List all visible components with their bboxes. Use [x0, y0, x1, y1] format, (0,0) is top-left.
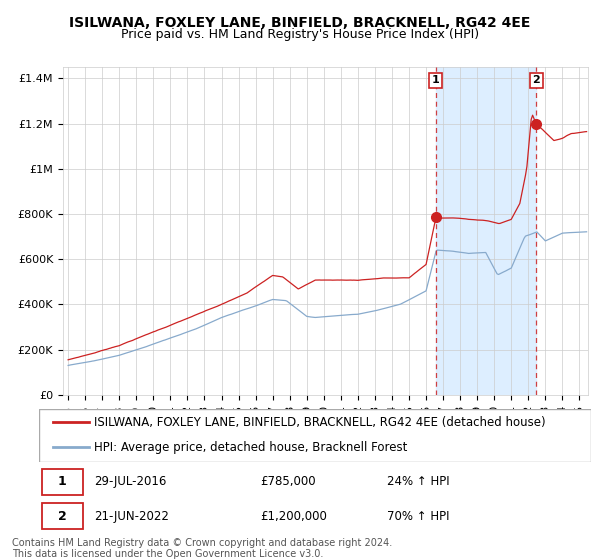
Text: ISILWANA, FOXLEY LANE, BINFIELD, BRACKNELL, RG42 4EE: ISILWANA, FOXLEY LANE, BINFIELD, BRACKNE…: [70, 16, 530, 30]
Bar: [436, 67, 536, 395]
FancyBboxPatch shape: [42, 503, 83, 529]
Text: Price paid vs. HM Land Registry's House Price Index (HPI): Price paid vs. HM Land Registry's House …: [121, 28, 479, 41]
Text: 70% ↑ HPI: 70% ↑ HPI: [387, 510, 449, 522]
FancyBboxPatch shape: [42, 469, 83, 495]
Text: £1,200,000: £1,200,000: [260, 510, 326, 522]
Text: Contains HM Land Registry data © Crown copyright and database right 2024.
This d: Contains HM Land Registry data © Crown c…: [12, 538, 392, 559]
Text: 24% ↑ HPI: 24% ↑ HPI: [387, 475, 449, 488]
Text: 1: 1: [58, 475, 67, 488]
Text: 21-JUN-2022: 21-JUN-2022: [94, 510, 169, 522]
Text: 1: 1: [432, 76, 440, 85]
FancyBboxPatch shape: [39, 409, 591, 462]
Text: 2: 2: [532, 76, 540, 85]
Text: 2: 2: [58, 510, 67, 522]
Text: ISILWANA, FOXLEY LANE, BINFIELD, BRACKNELL, RG42 4EE (detached house): ISILWANA, FOXLEY LANE, BINFIELD, BRACKNE…: [94, 416, 546, 428]
Text: £785,000: £785,000: [260, 475, 316, 488]
Text: HPI: Average price, detached house, Bracknell Forest: HPI: Average price, detached house, Brac…: [94, 441, 407, 454]
Text: 29-JUL-2016: 29-JUL-2016: [94, 475, 167, 488]
